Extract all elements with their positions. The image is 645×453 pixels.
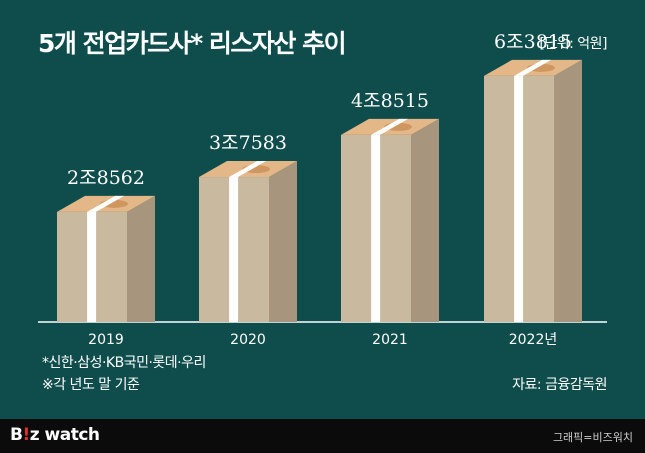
category-label: 2021 bbox=[372, 332, 408, 348]
chart-title: 5개 전업카드사* 리스자산 추이 bbox=[38, 29, 347, 58]
bar-2022년: 6조3815 2022년 bbox=[484, 31, 582, 348]
money-band-front bbox=[229, 177, 239, 322]
category-label: 2020 bbox=[230, 332, 266, 348]
money-band-top bbox=[229, 161, 267, 178]
unit-label: [단위: 억원] bbox=[539, 36, 607, 52]
category-label: 2019 bbox=[88, 332, 124, 348]
bar-side-face bbox=[127, 195, 155, 322]
money-band-front bbox=[87, 211, 97, 322]
value-label: 2조8562 bbox=[67, 167, 145, 189]
money-band-top bbox=[514, 59, 552, 76]
money-band-front bbox=[514, 75, 524, 322]
bar-side-face bbox=[411, 118, 439, 322]
graphic-credit: 그래픽=비즈워치 bbox=[552, 431, 633, 444]
bar-2019: 2조8562 2019 bbox=[57, 167, 155, 348]
money-band-front bbox=[371, 134, 381, 322]
bizwatch-logo: B!z watch bbox=[10, 425, 100, 445]
bar-side-face bbox=[269, 161, 297, 322]
bar-2021: 4조8515 2021 bbox=[341, 90, 439, 348]
bar-chart: 2조8562 2019 3조7583 2020 4조8515 2021 6조3815 2022… bbox=[38, 31, 607, 348]
value-label: 4조8515 bbox=[351, 90, 429, 112]
footnote-companies: *신한·삼성·KB국민·롯데·우리 bbox=[42, 355, 206, 371]
money-band-top bbox=[371, 118, 409, 135]
value-label: 3조7583 bbox=[209, 132, 287, 154]
bar-side-face bbox=[554, 59, 582, 322]
chart-panel: 5개 전업카드사* 리스자산 추이 [단위: 억원] 2조8562 2019 3조7… bbox=[38, 29, 608, 393]
category-label: 2022년 bbox=[509, 332, 558, 348]
footer-bar: B!z watch 그래픽=비즈워치 bbox=[0, 419, 645, 453]
source-label: 자료: 금융감독원 bbox=[512, 377, 607, 393]
bar-2020: 3조7583 2020 bbox=[199, 132, 297, 348]
footnote-basis: ※각 년도 말 기준 bbox=[42, 377, 140, 393]
value-label: 6조3815 bbox=[494, 31, 572, 53]
money-band-top bbox=[87, 195, 125, 212]
